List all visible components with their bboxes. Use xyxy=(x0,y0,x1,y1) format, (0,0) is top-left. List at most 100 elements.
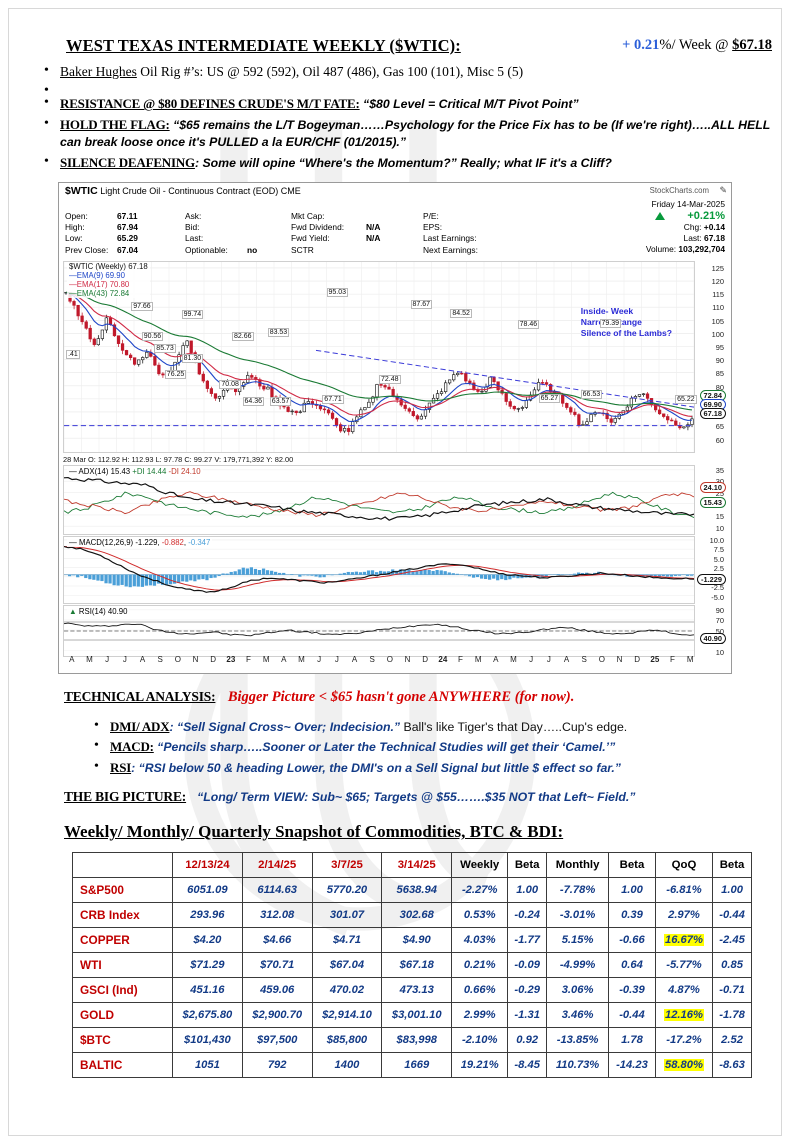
table-cell: 3.06% xyxy=(546,977,610,1004)
big-picture-section: THE BIG PICTURE: “Long/ Term VIEW: Sub~ … xyxy=(64,788,750,806)
table-row: WTI $71.29 $70.71 $67.04 $67.18 0.21% -0.09 -4.… xyxy=(72,952,752,979)
x-axis-tick: A xyxy=(351,654,358,664)
price-panel[interactable]: $WTIC (Weekly) 67.18 —EMA(9) 69.90 —EMA(… xyxy=(63,260,726,453)
table-cell: 0.66% xyxy=(451,977,509,1004)
table-cell: 0.53% xyxy=(451,902,509,929)
x-axis-tick: S xyxy=(581,654,587,664)
swing-price-label: 64.36 xyxy=(242,396,265,406)
macd-panel[interactable]: — MACD(12,26,9) -1.229, -0.882, -0.347 1… xyxy=(63,535,726,604)
quote-row: Fwd Yield: N/A xyxy=(291,233,421,244)
axis-tick-label: 7.5 xyxy=(713,545,724,555)
page-border xyxy=(8,8,782,1136)
x-axis-tick: O xyxy=(386,654,393,664)
swing-price-label: 83.53 xyxy=(267,327,290,337)
table-cell: -6.81% xyxy=(654,877,714,904)
quote-row: SCTR xyxy=(291,245,421,256)
price-plot xyxy=(64,261,694,452)
current-price: $67.18 xyxy=(732,37,772,53)
table-cell: -0.66 xyxy=(608,927,656,954)
column-header: Weekly xyxy=(451,852,509,879)
table-cell: -13.85% xyxy=(546,1027,610,1054)
report-header: WEST TEXAS INTERMEDIATE WEEKLY ($WTIC): … xyxy=(66,36,772,56)
quote-row: Last Earnings: xyxy=(423,233,563,244)
x-axis-tick: F xyxy=(246,654,251,664)
bullet-lead: Baker Hughes xyxy=(60,64,137,79)
table-cell: $4.20 xyxy=(172,927,243,954)
quote-value: 67.18 xyxy=(704,232,725,243)
swing-price-label: 97.66 xyxy=(131,301,153,311)
table-cell: 5638.94 xyxy=(381,877,453,904)
x-axis-tick: J xyxy=(122,654,127,664)
table-cell: $71.29 xyxy=(172,952,243,979)
axis-tick-label: 90 xyxy=(715,605,724,615)
list-item: MACD: “Pencils sharp…..Sooner or Later t… xyxy=(94,737,790,756)
table-cell: 792 xyxy=(241,1052,313,1079)
column-header: 3/14/25 xyxy=(381,852,453,879)
quote-label: Bid: xyxy=(185,221,200,232)
table-cell: $97,500 xyxy=(241,1027,313,1054)
legend-entry: $WTIC (Weekly) 67.18 xyxy=(69,261,148,271)
swing-price-label: 65.22 xyxy=(675,394,697,404)
plus-di-value: +DI 14.44 xyxy=(132,466,167,476)
x-axis-tick: 23 xyxy=(226,654,236,664)
axis-tick-label: -5.0 xyxy=(711,592,724,602)
table-cell: 1051 xyxy=(172,1052,243,1079)
x-axis-tick: N xyxy=(192,654,199,664)
quote-value: no xyxy=(247,244,258,255)
column-header: 12/13/24 xyxy=(172,852,243,879)
minus-di-value: -DI 24.10 xyxy=(168,466,201,476)
table-cell: $70.71 xyxy=(241,952,313,979)
header-bullet-list: Baker Hughes Oil Rig #’s: US @ 592 (592)… xyxy=(0,62,790,172)
annotation-line: Inside- Week xyxy=(580,305,634,316)
rsi-panel[interactable]: ▲ RSI(14) 40.90 9070503010 40.90 xyxy=(63,604,726,657)
rsi-icon: ▲ xyxy=(69,606,77,616)
adx-value: 15.43 xyxy=(110,466,131,476)
bullet-lead: SILENCE DEAFENING xyxy=(60,154,195,170)
quote-label: SCTR xyxy=(291,244,314,255)
quote-label: Low: xyxy=(65,233,83,244)
x-axis-tick: M xyxy=(474,654,482,664)
swing-price-label: 67.71 xyxy=(322,394,344,404)
chart-annotation: Inside- Week Narrow- Range Silence of th… xyxy=(581,306,672,340)
row-label: BALTIC xyxy=(72,1052,173,1079)
chart-title-bar: $WTIC Light Crude Oil - Continuous Contr… xyxy=(59,183,731,198)
technical-analysis-heading: TECHNICAL ANALYSIS: xyxy=(64,688,216,704)
table-cell: 302.68 xyxy=(381,902,453,929)
table-cell: 6051.09 xyxy=(172,877,243,904)
quote-row: EPS: xyxy=(423,222,563,233)
table-cell: $2,914.10 xyxy=(311,1002,383,1029)
list-item: Baker Hughes Oil Rig #’s: US @ 592 (592)… xyxy=(44,62,790,80)
table-cell: 5.15% xyxy=(546,927,610,954)
legend-entry: — MACD(12,26,9) xyxy=(69,537,134,547)
table-cell: -0.24 xyxy=(507,902,548,929)
table-cell: 301.07 xyxy=(311,902,383,929)
quote-label: Optionable: xyxy=(185,244,228,255)
quote-value: N/A xyxy=(366,221,381,232)
quote-row: Open: 67.11 xyxy=(65,211,175,222)
table-row: S&P500 6051.09 6114.63 5770.20 5638.94 -2.27%… xyxy=(72,877,752,904)
weekly-change-suffix: %/ Week @ xyxy=(659,37,733,53)
stockcharts-chart[interactable]: $WTIC Light Crude Oil - Continuous Contr… xyxy=(58,181,732,674)
bullet-text: : Some will opine “Where's the Momentum?… xyxy=(194,155,612,170)
row-label: GSCI (Ind) xyxy=(72,977,173,1004)
table-cell: 4.87% xyxy=(654,977,714,1004)
axis-tick-label: 125 xyxy=(711,263,724,273)
axis-tick-label: 35 xyxy=(715,465,724,475)
x-axis-tick: A xyxy=(139,654,146,664)
axis-tick-label: 10 xyxy=(715,523,724,533)
adx-panel[interactable]: — ADX(14) 15.43 +DI 14.44 -DI 24.10 3530… xyxy=(63,464,726,535)
chart-x-axis: A M J J A S O N D 23 F M A M J J A S O N D 24 F M A M J J A S O N D 25 F M xyxy=(63,655,699,669)
quote-value: 67.04 xyxy=(117,244,138,255)
list-item: RSI: “RSI below 50 & heading Lower, the … xyxy=(94,758,790,777)
swing-price-label: 78.46 xyxy=(517,319,540,329)
swing-price-label: 70.08 xyxy=(219,379,241,389)
table-cell: -1.78 xyxy=(712,1002,752,1029)
x-axis-tick: M xyxy=(298,654,305,664)
quote-col-2: Ask: Bid: Last: Optionable: no xyxy=(185,211,291,257)
chart-exchange: CME xyxy=(280,185,301,196)
table-cell: 0.21% xyxy=(451,952,509,979)
axis-tick-label: 105 xyxy=(711,316,724,326)
quote-label: Next Earnings: xyxy=(423,244,478,255)
weekly-change-value: + 0.21 xyxy=(622,37,660,53)
table-cell: 110.73% xyxy=(546,1052,610,1079)
